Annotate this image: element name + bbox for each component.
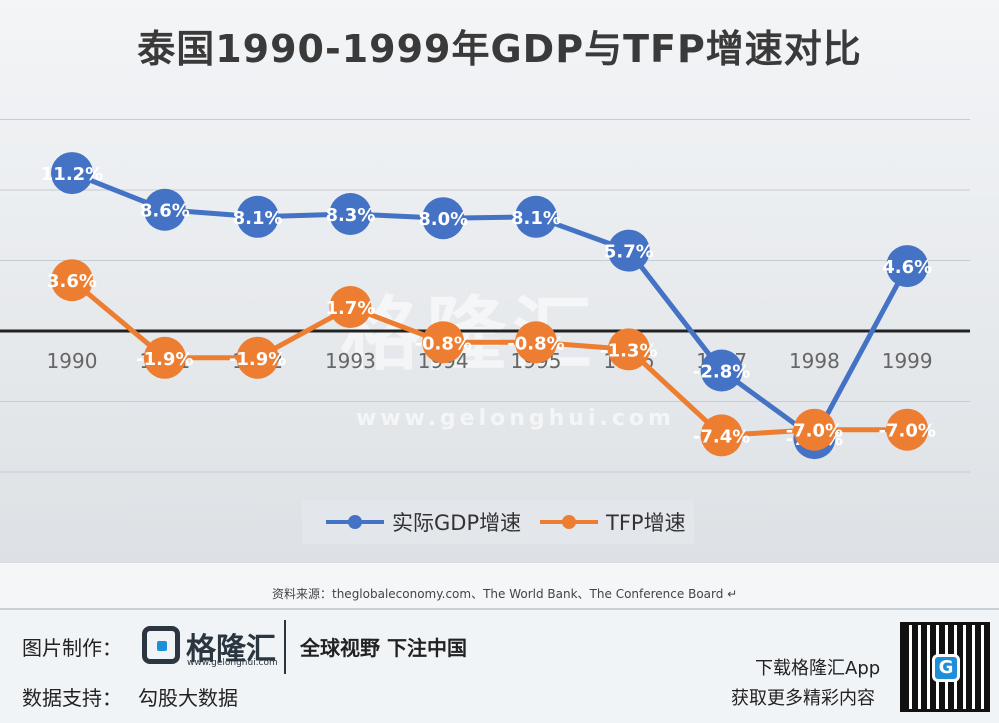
data-label: -1.9% xyxy=(136,349,193,370)
x-tick-label: 1990 xyxy=(47,349,98,373)
data-point xyxy=(515,321,557,364)
legend-label: 实际GDP增速 xyxy=(392,511,521,535)
data-point xyxy=(422,321,465,364)
data-point xyxy=(607,328,650,371)
data-point xyxy=(329,286,372,329)
data-label: -7.0% xyxy=(878,421,935,442)
data-point xyxy=(700,414,743,457)
data-label: 3.6% xyxy=(47,271,97,292)
data-label: 1.7% xyxy=(325,298,375,319)
legend-marker xyxy=(562,515,576,529)
data-label: 8.3% xyxy=(325,205,375,226)
data-label: -7.4% xyxy=(693,426,750,447)
data-label: -1.3% xyxy=(600,340,657,361)
data-label: 8.1% xyxy=(511,208,561,229)
line-chart: 1990199119921993199419951996199719981999… xyxy=(0,119,970,544)
data-label: -1.9% xyxy=(229,349,286,370)
data-point xyxy=(51,152,93,195)
made-by-label: 图片制作： xyxy=(22,636,122,660)
legend-box xyxy=(302,500,694,544)
source-bar: 资料来源：theglobaleconomy.com、The World Bank… xyxy=(0,562,999,609)
more-text: 获取更多精彩内容 xyxy=(731,688,875,709)
x-tick-label: 1993 xyxy=(325,349,376,373)
chart-panel: 泰国1990-1999年GDP与TFP增速对比 格隆汇 www.gelonghu… xyxy=(0,0,999,562)
watermark-url: www.gelonghui.com xyxy=(356,406,675,431)
data-label: -0.8% xyxy=(507,333,564,354)
data-point xyxy=(143,336,186,379)
footer-divider xyxy=(284,620,286,674)
data-label: -0.8% xyxy=(414,333,471,354)
brand-url: www.gelonghui.com xyxy=(187,658,278,668)
data-label: 8.1% xyxy=(233,208,283,229)
data-point xyxy=(236,195,279,238)
data-point xyxy=(607,229,650,272)
data-point xyxy=(793,408,836,451)
legend-label: TFP增速 xyxy=(605,511,686,535)
data-label: 5.7% xyxy=(604,242,654,263)
data-label: -7.0% xyxy=(786,421,843,442)
data-point xyxy=(886,408,929,451)
download-text: 下载格隆汇App xyxy=(755,658,881,679)
series-line-1 xyxy=(70,278,908,438)
x-tick-label: 1998 xyxy=(789,349,840,373)
data-point xyxy=(515,195,557,238)
data-point xyxy=(329,192,372,235)
series-line-0 xyxy=(71,170,910,441)
data-label: 4.6% xyxy=(882,257,932,278)
data-support-value: 勾股大数据 xyxy=(138,686,238,710)
x-tick-label: 1999 xyxy=(882,349,933,373)
data-label: 8.6% xyxy=(140,201,190,222)
brand-name: 格隆汇 xyxy=(186,632,276,667)
qr-logo-icon: G xyxy=(932,654,960,682)
data-point xyxy=(51,259,93,302)
data-point xyxy=(236,336,279,379)
data-support-label: 数据支持： xyxy=(22,686,122,710)
data-label: 11.2% xyxy=(41,164,103,185)
data-point xyxy=(422,197,465,240)
data-point xyxy=(886,245,929,288)
footer: 图片制作： 格隆汇 www.gelonghui.com 全球视野 下注中国 数据… xyxy=(0,608,999,723)
data-point xyxy=(143,188,186,231)
brand-logo-icon xyxy=(142,626,180,664)
legend-marker xyxy=(348,515,362,529)
data-point xyxy=(700,349,743,392)
chart-title: 泰国1990-1999年GDP与TFP增速对比 xyxy=(137,27,862,71)
data-label: -2.8% xyxy=(693,361,750,382)
source-text: 资料来源：theglobaleconomy.com、The World Bank… xyxy=(272,587,738,601)
data-label: 8.0% xyxy=(418,209,468,230)
slogan: 全球视野 下注中国 xyxy=(300,636,467,660)
